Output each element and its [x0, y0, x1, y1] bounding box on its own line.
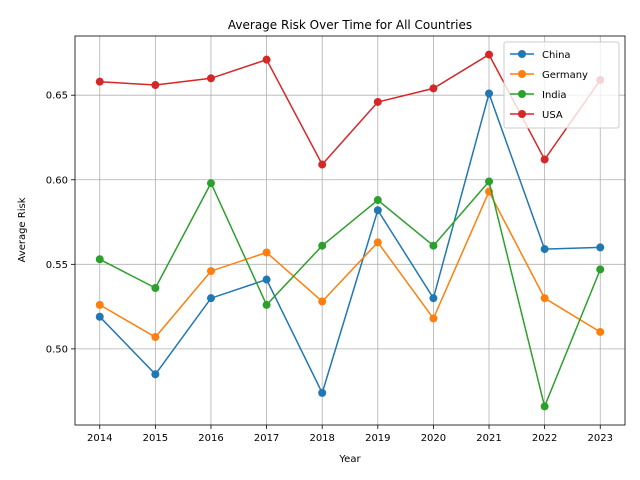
plot-area-frame — [74, 35, 626, 426]
legend-label-germany: Germany — [542, 70, 588, 81]
data-point-germany — [429, 314, 438, 323]
data-point-india — [95, 255, 104, 264]
data-point-india — [540, 402, 549, 411]
data-point-india — [151, 284, 160, 293]
data-point-china — [429, 294, 438, 303]
x-tick-label: 2021 — [476, 433, 501, 444]
data-point-usa — [318, 160, 327, 169]
legend: China Germany India USA — [503, 41, 620, 129]
y-axis-ticks: 0.50 0.55 0.60 0.65 — [46, 91, 75, 355]
data-point-india — [262, 300, 271, 309]
data-point-india — [318, 241, 327, 250]
y-tick-label: 0.55 — [46, 260, 68, 271]
data-point-china — [262, 275, 271, 284]
data-point-germany — [540, 294, 549, 303]
legend-label-usa: USA — [542, 110, 563, 121]
series-line-germany — [99, 189, 601, 339]
x-axis-ticks: 2014 2015 2016 2017 2018 2019 2020 2021 2022 2023 — [87, 425, 613, 444]
data-point-india — [596, 265, 605, 274]
series-line-china — [99, 90, 601, 395]
data-point-germany — [95, 300, 104, 309]
data-point-china — [596, 243, 605, 252]
y-tick-label: 0.65 — [46, 91, 68, 102]
data-point-china — [373, 206, 382, 215]
data-point-india — [429, 241, 438, 250]
legend-box — [503, 41, 620, 129]
data-point-usa — [95, 77, 104, 86]
x-tick-label: 2014 — [87, 433, 112, 444]
data-point-germany — [596, 327, 605, 336]
data-point-china — [95, 312, 104, 321]
x-axis-label: Year — [338, 454, 361, 465]
data-point-india — [206, 179, 215, 188]
x-tick-label: 2017 — [254, 433, 279, 444]
data-point-germany — [206, 267, 215, 276]
series-germany — [95, 187, 605, 342]
data-point-usa — [206, 74, 215, 83]
data-point-usa — [373, 97, 382, 106]
x-tick-label: 2016 — [198, 433, 223, 444]
legend-marker-germany — [518, 70, 526, 78]
x-tick-label: 2022 — [532, 433, 557, 444]
series-india — [95, 177, 605, 411]
legend-label-india: India — [542, 90, 567, 101]
y-tick-label: 0.60 — [46, 175, 68, 186]
x-tick-label: 2015 — [143, 433, 168, 444]
legend-marker-india — [518, 90, 526, 98]
data-point-germany — [262, 248, 271, 257]
data-point-usa — [429, 84, 438, 93]
data-point-china — [206, 294, 215, 303]
data-point-india — [373, 196, 382, 205]
data-point-germany — [318, 297, 327, 306]
x-tick-label: 2018 — [309, 433, 334, 444]
legend-label-china: China — [542, 50, 571, 61]
series-line-india — [99, 179, 601, 409]
chart-title: Average Risk Over Time for All Countries — [228, 18, 472, 32]
data-point-germany — [151, 333, 160, 342]
data-point-usa — [485, 50, 494, 59]
y-tick-label: 0.50 — [46, 344, 68, 355]
y-axis-label: Average Risk — [17, 197, 28, 262]
data-point-china — [151, 370, 160, 379]
data-point-usa — [151, 81, 160, 90]
legend-marker-china — [518, 50, 526, 58]
series-china — [95, 89, 605, 397]
data-point-germany — [373, 238, 382, 247]
x-tick-label: 2023 — [588, 433, 613, 444]
data-point-usa — [540, 155, 549, 164]
data-point-china — [318, 388, 327, 397]
x-tick-label: 2020 — [421, 433, 446, 444]
data-point-china — [485, 89, 494, 98]
data-point-china — [540, 245, 549, 254]
x-tick-label: 2019 — [365, 433, 390, 444]
data-point-usa — [262, 55, 271, 64]
data-point-india — [485, 177, 494, 186]
legend-marker-usa — [518, 110, 526, 118]
